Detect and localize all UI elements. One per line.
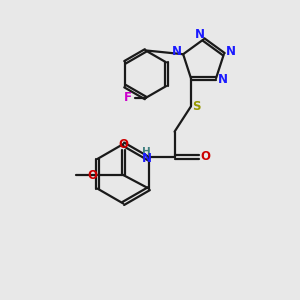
Text: N: N: [142, 152, 152, 165]
Text: O: O: [200, 150, 210, 164]
Text: N: N: [195, 28, 205, 41]
Text: F: F: [124, 92, 132, 104]
Text: S: S: [193, 100, 201, 113]
Text: H: H: [142, 147, 151, 157]
Text: N: N: [225, 45, 236, 58]
Text: N: N: [218, 73, 228, 86]
Text: O: O: [87, 169, 97, 182]
Text: O: O: [119, 138, 129, 151]
Text: N: N: [172, 45, 182, 58]
